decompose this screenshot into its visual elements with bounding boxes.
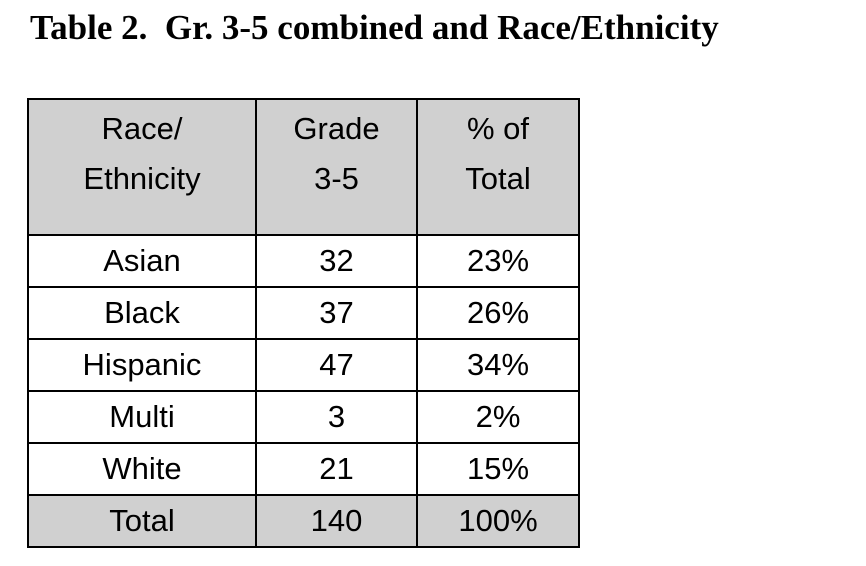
table-cell: 26% <box>416 286 580 340</box>
header-cell: Race/Ethnicity <box>27 98 257 236</box>
table-row: White 21 15% <box>27 442 580 496</box>
header-text: Race/ <box>101 111 183 146</box>
table-cell: 32 <box>255 234 418 288</box>
table-row: Black 37 26% <box>27 286 580 340</box>
header-text: Total <box>465 161 531 196</box>
table-cell: 47 <box>255 338 418 392</box>
table-cell: 34% <box>416 338 580 392</box>
data-table: Race/Ethnicity Grade 3-5 % of Total Asian 32 23… <box>27 98 580 548</box>
table-cell: 2% <box>416 390 580 444</box>
header-cell: Grade 3-5 <box>255 98 418 236</box>
table-cell: 37 <box>255 286 418 340</box>
header-cell: % of Total <box>416 98 580 236</box>
total-cell: Total <box>27 494 257 548</box>
table-row: Multi 3 2% <box>27 390 580 444</box>
header-text: Ethnicity <box>83 161 201 196</box>
table-row: Asian 32 23% <box>27 234 580 288</box>
table-cell: Black <box>27 286 257 340</box>
table-title: Table 2. Gr. 3-5 combined and Race/Ethni… <box>30 8 719 47</box>
total-cell: 140 <box>255 494 418 548</box>
table-cell: Multi <box>27 390 257 444</box>
total-row: Total 140 100% <box>27 494 580 548</box>
header-row: Race/Ethnicity Grade 3-5 % of Total <box>27 98 580 236</box>
header-text: Grade <box>293 111 380 146</box>
table-cell: 23% <box>416 234 580 288</box>
table-cell: White <box>27 442 257 496</box>
table-row: Hispanic 47 34% <box>27 338 580 392</box>
table-cell: Asian <box>27 234 257 288</box>
total-cell: 100% <box>416 494 580 548</box>
table-cell: 15% <box>416 442 580 496</box>
header-text: % of <box>466 111 530 146</box>
header-text: 3-5 <box>314 161 359 196</box>
table-cell: 21 <box>255 442 418 496</box>
table-cell: 3 <box>255 390 418 444</box>
table-cell: Hispanic <box>27 338 257 392</box>
